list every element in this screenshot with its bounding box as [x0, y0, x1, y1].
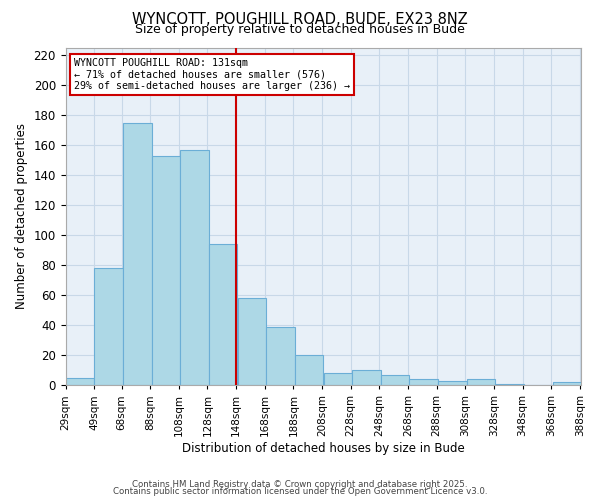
Bar — [553, 382, 581, 386]
Text: Contains public sector information licensed under the Open Government Licence v3: Contains public sector information licen… — [113, 487, 487, 496]
Bar — [323, 374, 352, 386]
Bar — [123, 122, 152, 386]
Bar — [181, 150, 209, 386]
Bar — [496, 384, 524, 386]
Bar — [238, 298, 266, 386]
Text: WYNCOTT, POUGHILL ROAD, BUDE, EX23 8NZ: WYNCOTT, POUGHILL ROAD, BUDE, EX23 8NZ — [132, 12, 468, 27]
Y-axis label: Number of detached properties: Number of detached properties — [15, 124, 28, 310]
Bar — [409, 380, 438, 386]
Bar — [94, 268, 123, 386]
X-axis label: Distribution of detached houses by size in Bude: Distribution of detached houses by size … — [182, 442, 465, 455]
Bar — [467, 380, 495, 386]
Text: Contains HM Land Registry data © Crown copyright and database right 2025.: Contains HM Land Registry data © Crown c… — [132, 480, 468, 489]
Bar — [381, 375, 409, 386]
Bar — [266, 326, 295, 386]
Bar — [152, 156, 180, 386]
Bar — [295, 356, 323, 386]
Text: Size of property relative to detached houses in Bude: Size of property relative to detached ho… — [135, 22, 465, 36]
Bar — [209, 244, 238, 386]
Bar — [66, 378, 94, 386]
Text: WYNCOTT POUGHILL ROAD: 131sqm
← 71% of detached houses are smaller (576)
29% of : WYNCOTT POUGHILL ROAD: 131sqm ← 71% of d… — [74, 58, 350, 91]
Bar — [352, 370, 380, 386]
Bar — [438, 381, 467, 386]
